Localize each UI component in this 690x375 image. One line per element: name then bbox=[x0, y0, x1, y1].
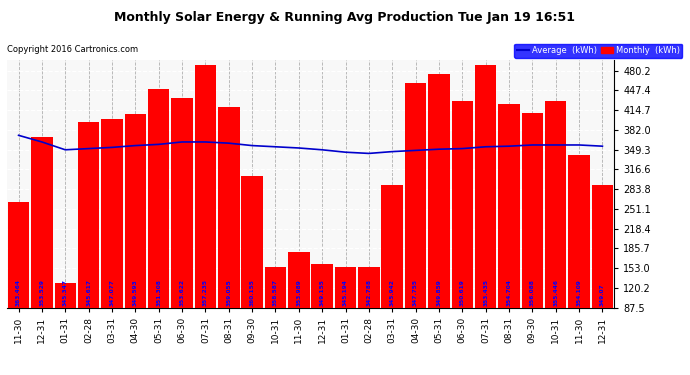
Bar bbox=[171, 98, 193, 360]
Bar bbox=[475, 65, 496, 360]
Bar bbox=[311, 264, 333, 360]
Text: 355.446: 355.446 bbox=[553, 279, 558, 306]
Text: 354.704: 354.704 bbox=[506, 279, 511, 306]
Bar bbox=[335, 267, 356, 360]
Text: 351.308: 351.308 bbox=[156, 279, 161, 306]
Text: 356.088: 356.088 bbox=[530, 279, 535, 306]
Bar bbox=[148, 89, 170, 360]
Text: 342.788: 342.788 bbox=[366, 279, 371, 306]
Bar bbox=[288, 252, 310, 360]
Bar bbox=[8, 202, 29, 360]
Text: 353.435: 353.435 bbox=[483, 279, 488, 306]
Bar bbox=[545, 101, 566, 360]
Bar bbox=[569, 155, 590, 360]
Bar bbox=[265, 267, 286, 360]
Bar bbox=[451, 101, 473, 360]
Text: 345.347: 345.347 bbox=[63, 279, 68, 306]
Text: Copyright 2016 Cartronics.com: Copyright 2016 Cartronics.com bbox=[7, 45, 138, 54]
Text: 349.593: 349.593 bbox=[133, 279, 138, 306]
Bar bbox=[241, 176, 263, 360]
Bar bbox=[78, 122, 99, 360]
Text: 349.155: 349.155 bbox=[319, 279, 325, 306]
Text: 349.859: 349.859 bbox=[437, 279, 442, 306]
Legend: Average  (kWh), Monthly  (kWh): Average (kWh), Monthly (kWh) bbox=[514, 44, 682, 57]
Bar bbox=[405, 83, 426, 360]
Text: 345.194: 345.194 bbox=[343, 279, 348, 306]
Text: 353.622: 353.622 bbox=[179, 279, 184, 306]
Text: 345.617: 345.617 bbox=[86, 279, 91, 306]
Bar bbox=[101, 119, 123, 360]
Text: Monthly Solar Energy & Running Avg Production Tue Jan 19 16:51: Monthly Solar Energy & Running Avg Produ… bbox=[115, 11, 575, 24]
Text: 350.619: 350.619 bbox=[460, 279, 465, 306]
Bar bbox=[592, 185, 613, 360]
Text: 357.235: 357.235 bbox=[203, 279, 208, 306]
Bar bbox=[522, 113, 543, 360]
Bar bbox=[498, 104, 520, 360]
Bar bbox=[195, 65, 216, 360]
Text: 354.109: 354.109 bbox=[577, 279, 582, 306]
Text: 359.055: 359.055 bbox=[226, 279, 231, 306]
Text: 349.07: 349.07 bbox=[600, 284, 605, 306]
Bar bbox=[31, 137, 52, 360]
Bar bbox=[218, 107, 239, 360]
Bar bbox=[382, 185, 403, 360]
Text: 353.529: 353.529 bbox=[39, 279, 44, 306]
Text: 360.155: 360.155 bbox=[250, 279, 255, 306]
Text: 363.464: 363.464 bbox=[16, 279, 21, 306]
Bar bbox=[428, 74, 450, 360]
Bar bbox=[125, 114, 146, 360]
Bar bbox=[358, 267, 380, 360]
Text: 345.942: 345.942 bbox=[390, 279, 395, 306]
Text: 353.989: 353.989 bbox=[296, 279, 302, 306]
Text: 358.587: 358.587 bbox=[273, 279, 278, 306]
Bar bbox=[55, 283, 76, 360]
Text: 347.755: 347.755 bbox=[413, 279, 418, 306]
Text: 347.077: 347.077 bbox=[110, 279, 115, 306]
